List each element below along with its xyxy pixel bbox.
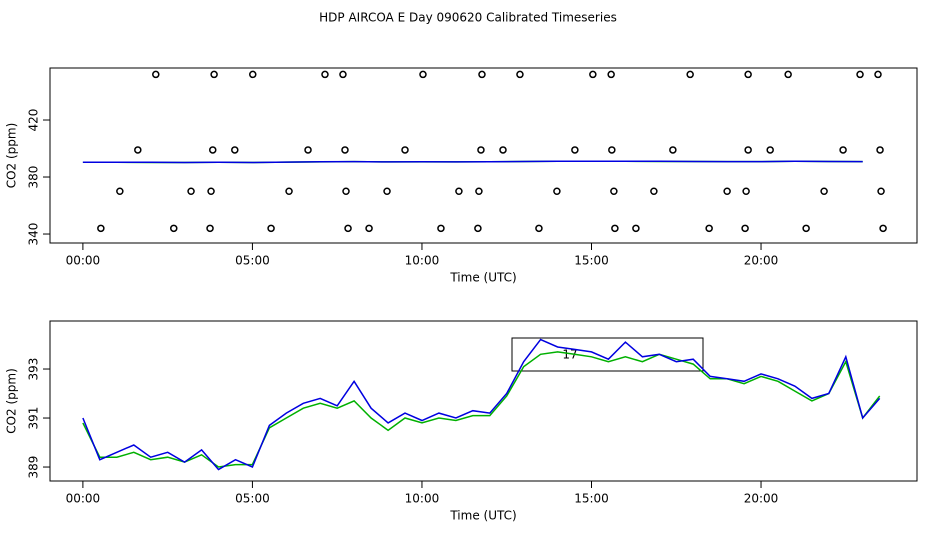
x-tick-label: 05:00 [235, 492, 270, 506]
data-point [879, 224, 887, 233]
data-point [856, 70, 864, 79]
y-tick-label: 380 [27, 166, 41, 189]
data-point [339, 70, 347, 79]
data-point [784, 70, 792, 79]
y-tick-label: 389 [27, 456, 41, 479]
data-point [365, 224, 373, 233]
data-point [723, 187, 731, 196]
series-line [82, 338, 881, 471]
data-point [742, 187, 750, 196]
data-point [437, 224, 445, 233]
data-point [249, 70, 257, 79]
data-point [206, 224, 214, 233]
data-point [116, 187, 124, 196]
data-point [344, 224, 352, 233]
data-point [383, 187, 391, 196]
x-axis-label: Time (UTC) [449, 509, 516, 523]
series-line [82, 351, 881, 468]
data-point [766, 146, 774, 154]
data-point [686, 70, 694, 79]
data-point [341, 146, 349, 154]
data-point [874, 70, 882, 79]
y-tick-label: 420 [27, 109, 41, 132]
y-axis-label: CO2 (ppm) [5, 368, 19, 434]
data-point [231, 146, 239, 154]
data-point [207, 187, 215, 196]
y-tick-label: 393 [27, 358, 41, 381]
data-point [210, 70, 218, 79]
data-point [455, 187, 463, 196]
data-point [607, 70, 615, 79]
data-point [97, 224, 105, 233]
y-tick-label: 391 [27, 407, 41, 430]
data-point [267, 224, 275, 233]
data-point [876, 146, 884, 154]
data-point [474, 224, 482, 233]
data-point [839, 146, 847, 154]
plot-frame [49, 320, 918, 482]
data-point [820, 187, 828, 196]
x-tick-label: 15:00 [574, 254, 609, 268]
data-point [744, 70, 752, 79]
data-point [516, 70, 524, 79]
data-point [321, 70, 329, 79]
data-point [802, 224, 810, 233]
data-point [589, 70, 597, 79]
data-point [170, 224, 178, 233]
data-point [650, 187, 658, 196]
data-point [304, 146, 312, 154]
data-point [401, 146, 409, 154]
data-point [342, 187, 350, 196]
annotation: 17 [562, 348, 577, 362]
x-tick-label: 20:00 [744, 492, 779, 506]
data-point [877, 187, 885, 196]
y-axis-label: CO2 (ppm) [5, 123, 19, 189]
data-point [669, 146, 677, 154]
data-point [134, 146, 142, 154]
x-tick-label: 10:00 [405, 492, 440, 506]
data-point [419, 70, 427, 79]
plot-frame [49, 67, 918, 244]
series-line [82, 160, 863, 164]
x-tick-label: 00:00 [66, 254, 101, 268]
data-point [535, 224, 543, 233]
y-tick-label: 340 [27, 223, 41, 246]
data-point [571, 146, 579, 154]
x-tick-label: 20:00 [744, 254, 779, 268]
data-point [632, 224, 640, 233]
data-point [611, 224, 619, 233]
chart-title: HDP AIRCOA E Day 090620 Calibrated Times… [319, 11, 617, 25]
data-point [152, 70, 160, 79]
data-point [610, 187, 618, 196]
data-point [744, 146, 752, 154]
data-point [477, 146, 485, 154]
data-point [209, 146, 217, 154]
x-tick-label: 10:00 [405, 254, 440, 268]
data-point [285, 187, 293, 196]
data-point [478, 70, 486, 79]
x-tick-label: 15:00 [574, 492, 609, 506]
annotation-box [511, 337, 704, 372]
data-point [187, 187, 195, 196]
data-point [741, 224, 749, 233]
x-tick-label: 05:00 [235, 254, 270, 268]
x-tick-label: 00:00 [66, 492, 101, 506]
data-point [553, 187, 561, 196]
data-point [705, 224, 713, 233]
data-point [608, 146, 616, 154]
x-axis-label: Time (UTC) [449, 271, 516, 285]
data-point [475, 187, 483, 196]
data-point [499, 146, 507, 154]
